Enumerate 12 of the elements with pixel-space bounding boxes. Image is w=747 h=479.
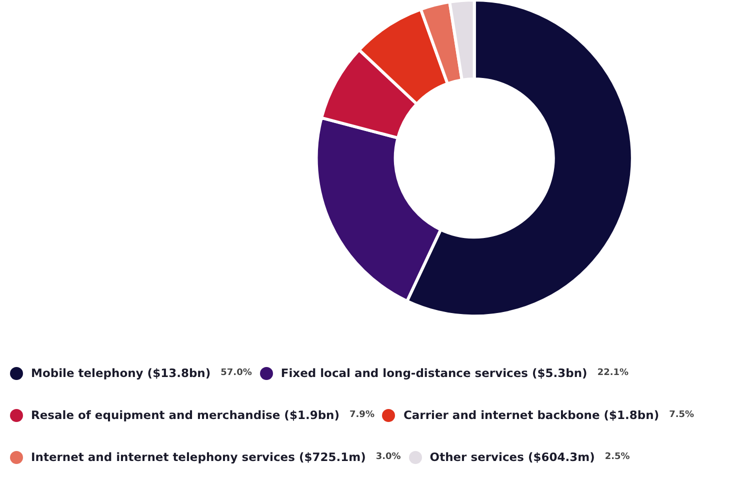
legend-label: Carrier and internet backbone ($1.8bn) <box>403 408 660 422</box>
data-label: 2.5% <box>604 452 630 462</box>
data-label: 3.0% <box>376 452 401 462</box>
legend-label: Internet and internet telephony services ($725.1m) <box>31 450 366 464</box>
legend-label: Other services ($604.3m) <box>430 450 595 464</box>
legend-label: Mobile telephony ($13.8bn) <box>31 366 211 380</box>
legend-label: Resale of equipment and merchandise ($1.9bn) <box>31 408 340 422</box>
data-label: 7.9% <box>350 410 374 420</box>
data-label: 7.5% <box>669 410 694 420</box>
legend-label: Fixed local and long-distance services ($5.3bn) <box>280 366 588 380</box>
data-label: 57.0% <box>220 368 252 378</box>
data-label: 22.1% <box>597 368 629 378</box>
